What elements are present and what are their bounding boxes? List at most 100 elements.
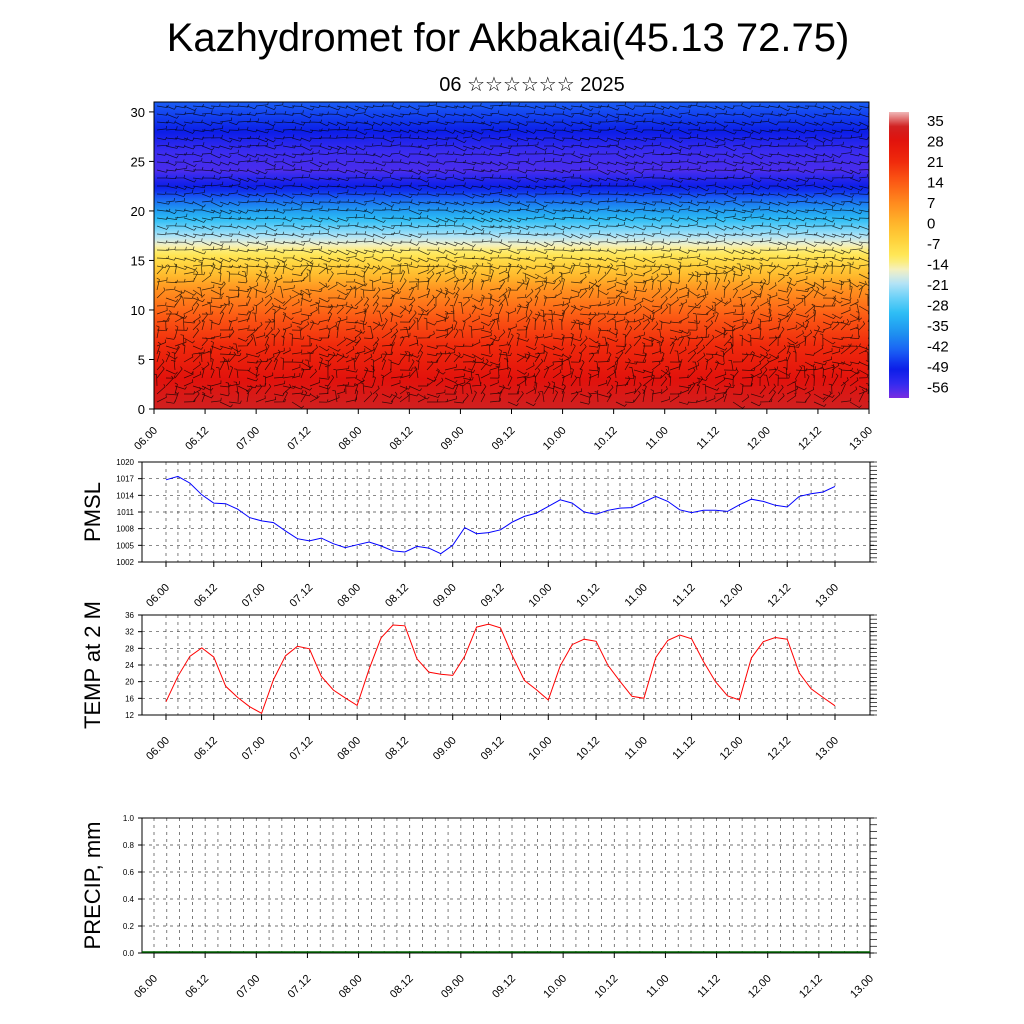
y-tick-label: 20 [125, 678, 134, 687]
y-tick-label: 0.8 [123, 841, 135, 850]
colorbar-label: 0 [927, 216, 935, 233]
x-tick-label: 08.12 [388, 973, 416, 1001]
y-tick-label: 1011 [117, 508, 135, 517]
x-tick-label: 10.12 [592, 425, 620, 453]
x-tick-label: 08.12 [383, 735, 411, 763]
series-line [165, 475, 836, 555]
x-tick-label: 12.00 [745, 425, 773, 453]
temperature-field [154, 102, 869, 409]
y-tick-label: 0 [138, 402, 145, 417]
x-tick-label: 06.00 [144, 735, 172, 763]
x-tick-label: 07.00 [240, 735, 268, 763]
x-tick-label: 10.00 [541, 973, 569, 1001]
colorbar-label: -7 [927, 236, 940, 253]
x-tick-label: 07.00 [234, 425, 262, 453]
x-tick-label: 12.12 [765, 735, 793, 763]
colorbar-label: 28 [927, 134, 944, 151]
x-tick-label: 08.12 [388, 425, 416, 453]
y-tick-label: 15 [131, 253, 145, 268]
x-tick-label: 08.00 [336, 425, 364, 453]
colorbar-label: 35 [927, 113, 944, 130]
x-tick-label: 11.12 [695, 973, 722, 1000]
colorbar-label: -35 [927, 318, 949, 335]
colorbar-label: 14 [927, 175, 944, 192]
x-tick-label: 09.00 [431, 735, 459, 763]
x-tick-label: 09.00 [431, 582, 459, 610]
y-axis-label: PMSL [80, 482, 105, 542]
y-tick-label: 1002 [116, 558, 134, 567]
x-tick-label: 07.00 [234, 973, 262, 1001]
x-tick-label: 07.12 [288, 582, 316, 610]
y-axis-label: TEMP at 2 M [80, 601, 105, 729]
colorbar-label: -56 [927, 380, 949, 397]
y-tick-label: 1020 [116, 458, 134, 467]
x-tick-label: 12.12 [765, 582, 793, 610]
y-tick-label: 36 [125, 611, 134, 620]
y-tick-label: 1017 [116, 475, 134, 484]
y-tick-label: 16 [125, 694, 134, 703]
x-tick-label: 08.00 [337, 973, 365, 1001]
chart-subtitle: 06 ☆☆☆☆☆☆ 2025 [439, 74, 625, 96]
pmsl-panel: 1002 1005 1008 1011 1014 1017 1020 06.00 06.12 07… [80, 458, 877, 610]
x-tick-label: 13.00 [813, 582, 841, 610]
y-tick-label: 1014 [116, 491, 134, 500]
x-tick-label: 09.00 [439, 425, 467, 453]
y-tick-label: 28 [125, 644, 134, 653]
colorbar-label: -28 [927, 298, 949, 315]
x-tick-label: 06.12 [192, 582, 220, 610]
x-tick-label: 09.00 [439, 973, 467, 1001]
x-tick-label: 06.00 [144, 582, 172, 610]
y-axis-label: PRECIP, mm [80, 822, 105, 950]
x-tick-label: 13.00 [848, 973, 876, 1001]
colorbar-label: 7 [927, 195, 935, 212]
x-tick-label: 10.00 [526, 735, 554, 763]
x-tick-label: 13.00 [847, 425, 875, 453]
y-tick-label: 24 [125, 661, 134, 670]
y-tick-label: 0.6 [123, 868, 135, 877]
temp-2m-panel: 12 16 20 24 28 32 36 06.00 06.12 07.00 07.12 08.00 0… [80, 601, 877, 763]
y-tick-label: 5 [138, 352, 145, 367]
y-tick-label: 0.0 [123, 949, 135, 958]
colorbar-label: -21 [927, 277, 949, 294]
x-tick-label: 09.12 [490, 973, 518, 1001]
x-tick-label: 06.12 [183, 973, 211, 1001]
x-tick-label: 12.00 [718, 582, 746, 610]
x-tick-label: 11.00 [643, 425, 670, 452]
y-tick-label: 0.4 [123, 895, 135, 904]
x-tick-label: 10.12 [574, 735, 602, 763]
colorbar-label: -49 [927, 359, 949, 376]
x-tick-label: 06.12 [192, 735, 220, 763]
x-tick-label: 08.00 [335, 582, 363, 610]
wind-barbs [154, 102, 869, 409]
y-tick-label: 1.0 [123, 814, 135, 823]
colorbar: 35 28 21 14 7 0 -7 -14 -21 -28 -35 -42 -49 -56 [889, 112, 949, 398]
colorbar-label: 21 [927, 154, 944, 171]
x-tick-label: 11.12 [670, 582, 697, 609]
x-tick-label: 13.00 [813, 735, 841, 763]
cross-section-panel: 0 5 10 15 20 25 30 06.00 06.12 07.00 07.12 08.00 08.… [131, 101, 875, 453]
x-tick-label: 12.00 [746, 973, 774, 1001]
x-tick-label: 09.12 [479, 735, 507, 763]
x-tick-label: 10.12 [592, 973, 620, 1001]
y-tick-label: 1008 [116, 525, 134, 534]
x-tick-label: 07.12 [288, 735, 316, 763]
x-tick-label: 09.12 [490, 425, 518, 453]
x-tick-label: 08.12 [383, 582, 411, 610]
series-line [165, 623, 836, 715]
panel-frame [141, 461, 871, 563]
x-tick-label: 07.12 [286, 973, 314, 1001]
y-tick-label: 30 [131, 105, 145, 120]
x-tick-label: 10.00 [541, 425, 569, 453]
x-tick-label: 10.12 [574, 582, 602, 610]
y-tick-label: 25 [131, 154, 145, 169]
colorbar-label: -42 [927, 339, 949, 356]
y-tick-label: 0.2 [123, 922, 135, 931]
y-tick-label: 12 [125, 711, 134, 720]
wind-barb-paths [154, 102, 869, 409]
x-tick-label: 07.12 [285, 425, 313, 453]
x-tick-label: 08.00 [335, 735, 363, 763]
colorbar-label: -14 [927, 257, 949, 274]
x-tick-label: 12.12 [797, 973, 825, 1001]
x-tick-label: 11.12 [670, 735, 697, 762]
x-tick-label: 06.12 [183, 425, 211, 453]
